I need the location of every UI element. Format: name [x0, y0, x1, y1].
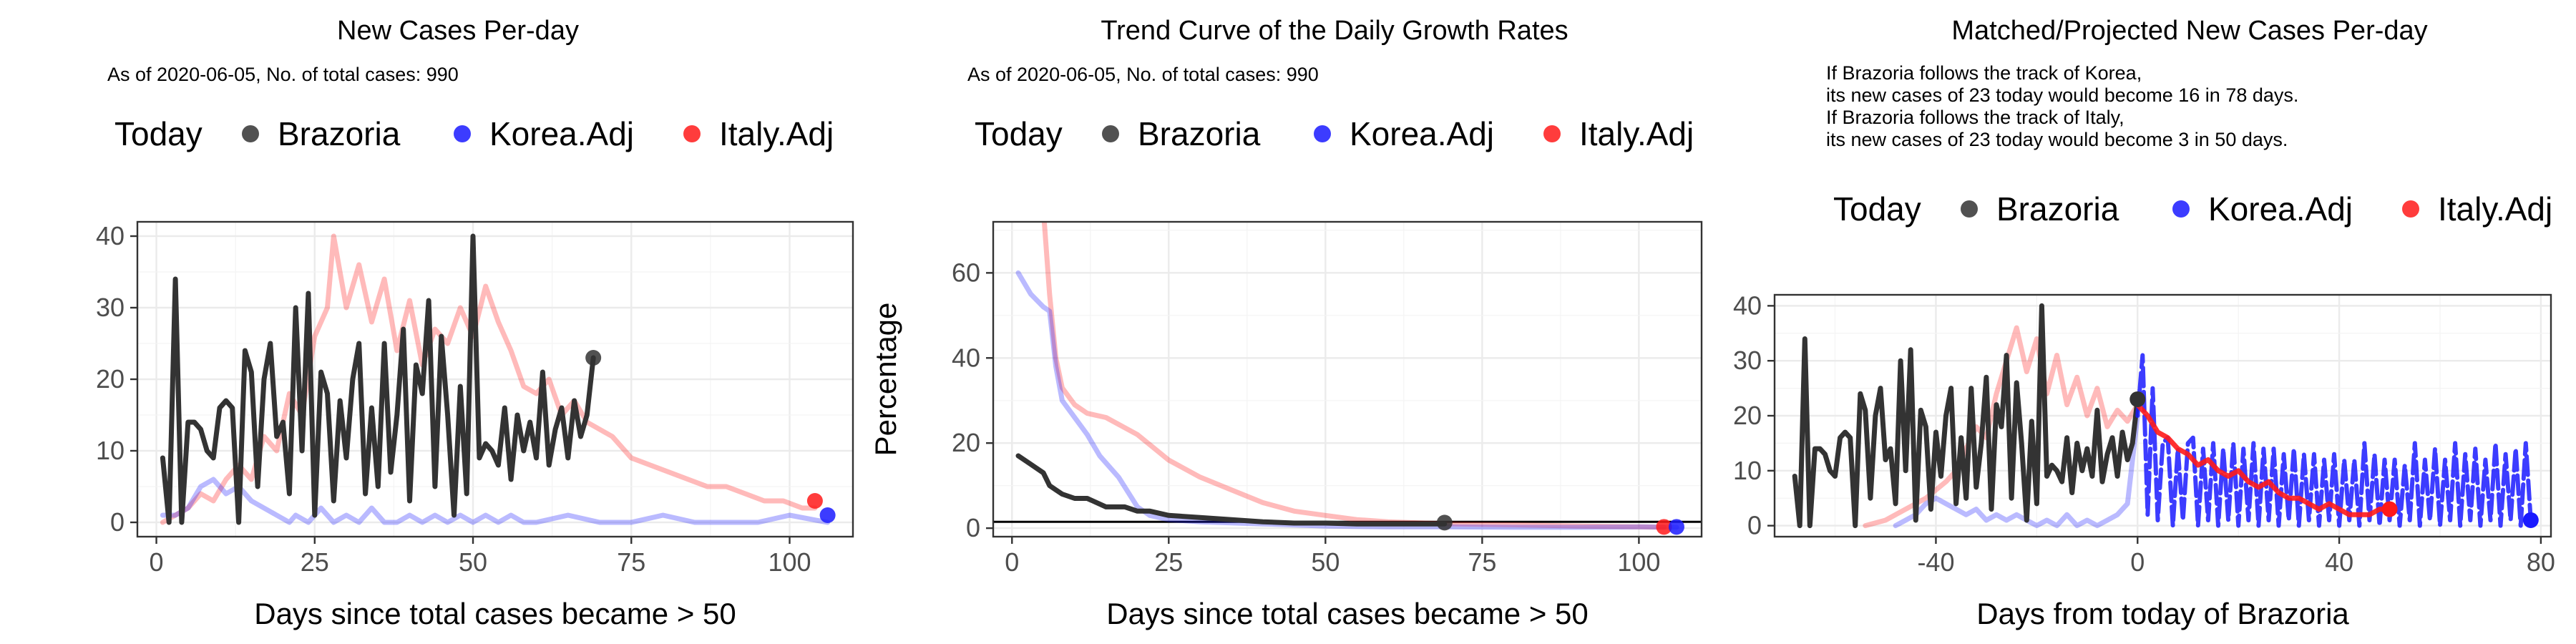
x-tick-label: 100: [768, 547, 811, 577]
x-axis-title: Days from today of Brazoria: [1976, 597, 2349, 630]
today-point-italy-adj: [2381, 501, 2398, 517]
x-tick-label: 40: [2325, 547, 2353, 577]
legend-title: Today: [1833, 190, 1921, 228]
legend-label-korea-adj: Korea.Adj: [489, 115, 634, 152]
chart-subtitle: As of 2020-06-05, No. of total cases: 99…: [107, 64, 459, 85]
x-tick-label: -40: [1917, 547, 1954, 577]
series-line-brazoria: [1015, 453, 1448, 527]
grid: [993, 222, 1702, 537]
series-line-brazoria: [160, 233, 596, 525]
today-point-korea-adj: [819, 507, 836, 523]
chart-panel-3: Matched/Projected New Cases Per-day If Br…: [1733, 16, 2555, 630]
legend-label-italy-adj: Italy.Adj: [2438, 190, 2552, 228]
y-tick-label: 60: [952, 258, 980, 287]
legend-key-italy-adj: [683, 125, 701, 142]
y-tick-label: 40: [1733, 291, 1762, 320]
x-tick-label: 0: [150, 547, 164, 577]
legend: Today Brazoria Korea.Adj Italy.Adj: [975, 115, 1694, 152]
today-point-brazoria: [585, 350, 602, 366]
legend-label-brazoria: Brazoria: [1138, 115, 1261, 152]
x-tick-label: 50: [1311, 547, 1340, 577]
x-axis-title: Days since total cases became > 50: [254, 597, 736, 630]
y-tick-label: 20: [1733, 401, 1762, 430]
y-tick-label: 20: [96, 364, 125, 394]
legend-title: Today: [975, 115, 1063, 152]
series-line-brazoria: [1792, 303, 2140, 529]
y-tick-label: 10: [1733, 456, 1762, 485]
series-line-italy-adj-projected: [2135, 402, 2392, 517]
x-tick-label: 25: [301, 547, 329, 577]
chart-subtitle: As of 2020-06-05, No. of total cases: 99…: [967, 64, 1319, 85]
legend-key-brazoria: [1102, 125, 1119, 142]
legend: Today Brazoria Korea.Adj Italy.Adj: [114, 115, 834, 152]
legend-label-italy-adj: Italy.Adj: [719, 115, 834, 152]
y-axis-title: Percentage: [869, 303, 902, 457]
chart-title: Matched/Projected New Cases Per-day: [1951, 16, 2427, 46]
x-tick-label: 0: [1005, 547, 1019, 577]
y-tick-label: 30: [96, 293, 125, 322]
chart-panel-1: New Cases Per-day As of 2020-06-05, No. o…: [96, 16, 854, 630]
legend-key-brazoria: [242, 125, 259, 142]
x-tick-label: 80: [2527, 547, 2555, 577]
today-point-korea-adj: [2522, 512, 2539, 528]
y-tick-label: 0: [110, 507, 125, 537]
annotation-line: If Brazoria follows the track of Korea,: [1826, 62, 2142, 84]
series-line-korea-adj-matched: [1893, 413, 2140, 529]
series-line-korea-adj-projected: [2135, 353, 2533, 528]
legend: Today Brazoria Korea.Adj Italy.Adj: [1833, 190, 2552, 228]
plot-area: [1792, 303, 2539, 529]
x-tick-label: 75: [1468, 547, 1496, 577]
panel-border: [992, 220, 1703, 538]
legend-key-korea-adj: [1314, 125, 1331, 142]
y-tick-label: 20: [952, 428, 980, 457]
legend-label-brazoria: Brazoria: [1996, 190, 2119, 228]
series-line-korea-adj: [160, 477, 831, 525]
y-tick-label: 30: [1733, 346, 1762, 375]
x-tick-label: 25: [1154, 547, 1183, 577]
y-tick-label: 40: [952, 343, 980, 372]
series-line-italy-adj: [1041, 222, 1667, 530]
legend-title: Today: [114, 115, 203, 152]
legend-label-korea-adj: Korea.Adj: [2208, 190, 2353, 228]
x-tick-label: 0: [2130, 547, 2145, 577]
today-point-brazoria: [2129, 391, 2146, 407]
today-point-korea-adj: [1668, 519, 1684, 535]
legend-label-italy-adj: Italy.Adj: [1579, 115, 1694, 152]
legend-key-italy-adj: [2402, 200, 2419, 218]
today-point-italy-adj: [1656, 519, 1672, 535]
annotation-line: its new cases of 23 today would become 1…: [1826, 84, 2298, 106]
chart-title: Trend Curve of the Daily Growth Rates: [1101, 16, 1568, 46]
y-tick-label: 10: [96, 436, 125, 465]
x-axis-title: Days since total cases became > 50: [1106, 597, 1589, 630]
legend-key-italy-adj: [1543, 125, 1561, 142]
grid: [1775, 295, 2551, 537]
today-point-brazoria: [1436, 514, 1453, 531]
legend-label-brazoria: Brazoria: [278, 115, 401, 152]
legend-key-brazoria: [1961, 200, 1978, 218]
legend-key-korea-adj: [454, 125, 471, 142]
legend-label-korea-adj: Korea.Adj: [1350, 115, 1494, 152]
today-point-italy-adj: [806, 493, 823, 509]
plot-area: [160, 233, 836, 525]
plot-area: [993, 222, 1702, 535]
annotation-line: its new cases of 23 today would become 3…: [1826, 129, 2288, 150]
x-tick-label: 75: [617, 547, 645, 577]
chart-panel-2: Trend Curve of the Daily Growth Rates As …: [869, 16, 1703, 630]
annotation-line: If Brazoria follows the track of Italy,: [1826, 107, 2124, 128]
chart-title: New Cases Per-day: [337, 16, 579, 46]
series-line-italy-adj-matched: [1863, 325, 2140, 529]
y-tick-label: 0: [966, 513, 980, 542]
y-tick-label: 0: [1747, 511, 1762, 540]
x-tick-label: 50: [459, 547, 487, 577]
legend-key-korea-adj: [2172, 200, 2190, 218]
x-tick-label: 100: [1617, 547, 1660, 577]
y-tick-label: 40: [96, 221, 125, 250]
